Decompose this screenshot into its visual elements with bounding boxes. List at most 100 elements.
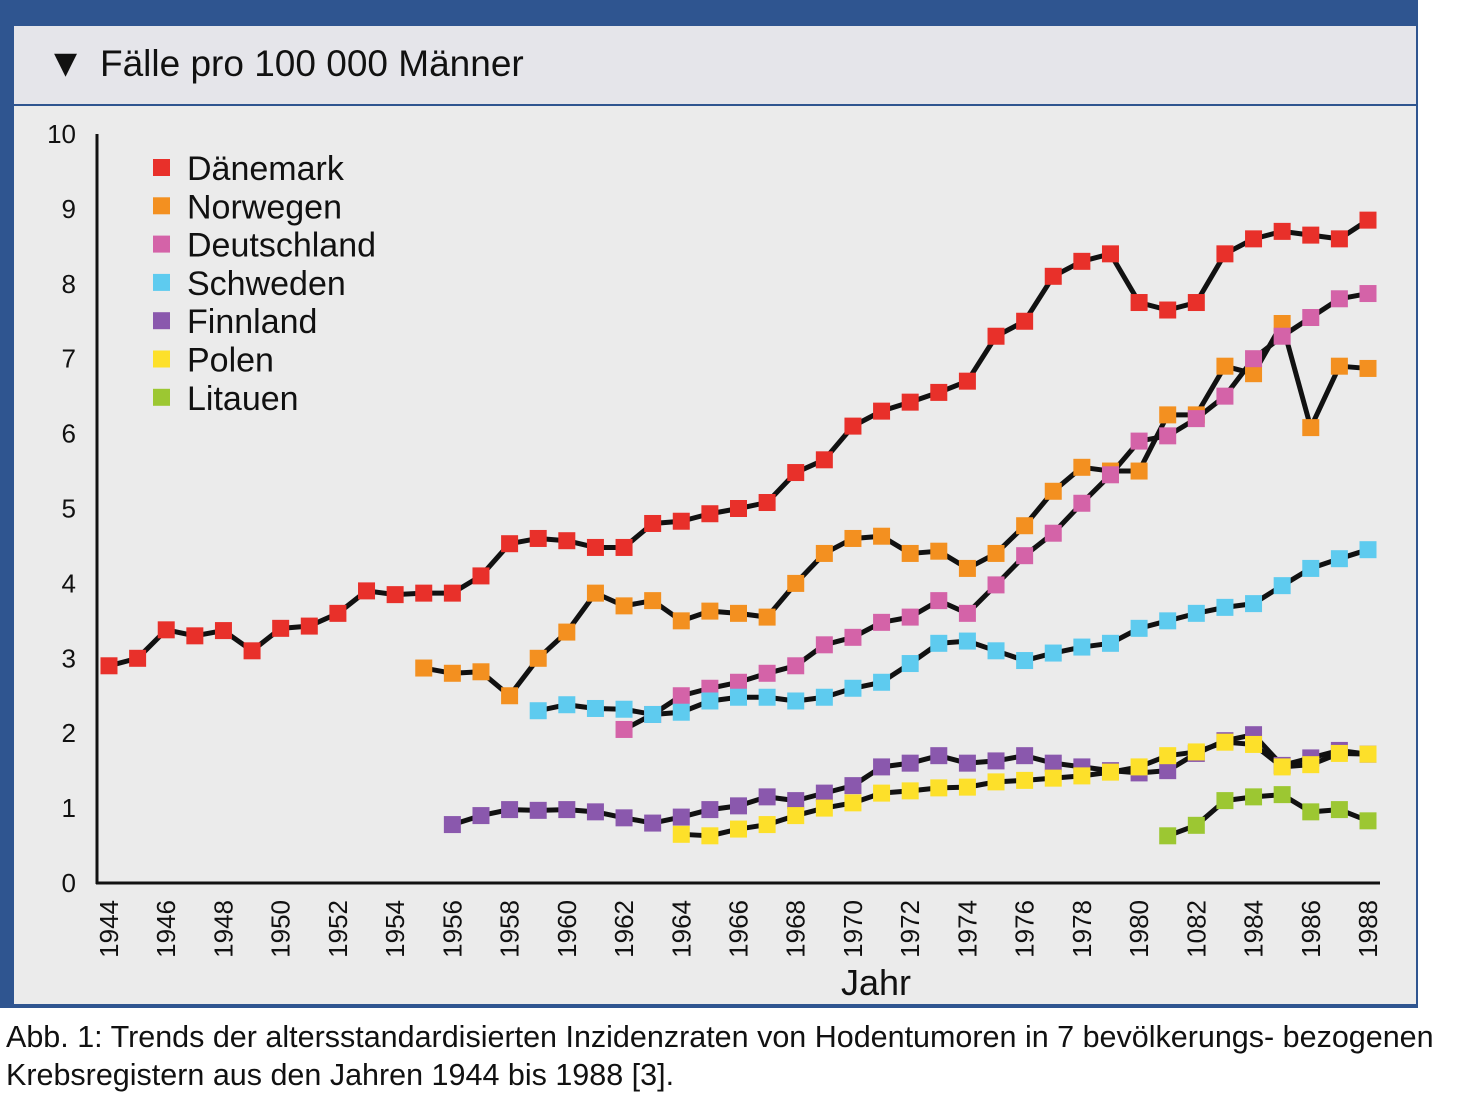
data-point	[930, 747, 948, 765]
legend-label: Schweden	[187, 265, 346, 303]
data-point	[873, 784, 891, 802]
data-point	[1159, 747, 1177, 765]
data-point	[243, 642, 261, 660]
data-point	[415, 659, 433, 677]
data-point	[644, 705, 662, 723]
data-point	[1073, 252, 1091, 270]
data-point	[758, 688, 776, 706]
data-point	[701, 602, 719, 620]
x-tick-label: 1960	[552, 900, 582, 958]
data-point	[644, 814, 662, 832]
data-point	[1130, 294, 1148, 312]
data-point	[329, 604, 347, 622]
data-point	[1159, 612, 1177, 630]
data-point	[100, 657, 118, 675]
data-point	[472, 807, 490, 825]
data-point	[558, 623, 576, 641]
data-point	[615, 538, 633, 556]
data-point	[386, 586, 404, 604]
data-point	[586, 803, 604, 821]
data-point	[1016, 771, 1034, 789]
data-point	[1159, 406, 1177, 424]
data-point	[1073, 458, 1091, 476]
data-point	[758, 494, 776, 512]
data-point	[815, 451, 833, 469]
data-point	[930, 383, 948, 401]
data-point	[873, 613, 891, 631]
data-point	[1302, 803, 1320, 821]
data-point	[1130, 432, 1148, 450]
y-tick-label: 0	[62, 868, 76, 898]
data-point	[987, 642, 1005, 660]
data-point	[672, 612, 690, 630]
data-point	[873, 402, 891, 420]
data-point	[958, 754, 976, 772]
series-points	[100, 211, 1377, 845]
data-point	[901, 393, 919, 411]
y-tick-label: 2	[62, 718, 76, 748]
data-point	[1245, 350, 1263, 368]
data-point	[758, 608, 776, 626]
data-point	[1273, 758, 1291, 776]
data-point	[1016, 652, 1034, 670]
data-point	[1187, 410, 1205, 428]
data-point	[1016, 312, 1034, 330]
legend-label: Deutschland	[187, 227, 376, 265]
legend-swatch	[153, 235, 170, 253]
data-point	[1302, 559, 1320, 577]
y-tick-label: 3	[62, 643, 76, 673]
data-point	[958, 559, 976, 577]
data-point	[701, 801, 719, 819]
data-point	[1330, 290, 1348, 308]
data-point	[672, 808, 690, 826]
data-point	[844, 777, 862, 795]
data-point	[787, 464, 805, 482]
data-point	[1273, 327, 1291, 345]
data-point	[1187, 743, 1205, 761]
data-point	[701, 505, 719, 523]
data-point	[214, 622, 232, 640]
figure-frame: ▼ Fälle pro 100 000 Männer 0 1 2 3 4 5 6 7 8 9 10 …	[0, 0, 1418, 1008]
data-point	[1245, 788, 1263, 806]
data-point	[672, 703, 690, 721]
data-point	[787, 657, 805, 675]
data-point	[901, 782, 919, 800]
data-point	[730, 797, 747, 815]
data-point	[672, 687, 690, 705]
x-tick-label: 1948	[208, 900, 238, 958]
data-point	[701, 692, 719, 710]
y-tick-label: 8	[62, 269, 76, 299]
data-point	[529, 649, 547, 667]
data-point	[815, 799, 833, 817]
x-tick-label: 1970	[838, 900, 868, 958]
y-tick-label: 1	[62, 793, 76, 823]
data-point	[815, 636, 833, 654]
figure-caption: Abb. 1: Trends der altersstandardisierte…	[6, 1020, 1434, 1092]
data-point	[987, 327, 1005, 345]
legend-swatch	[153, 159, 170, 176]
data-point	[1273, 222, 1291, 240]
legend-swatch	[153, 197, 170, 215]
data-point	[815, 688, 833, 706]
data-point	[873, 758, 891, 776]
data-point	[1302, 226, 1320, 244]
data-point	[501, 535, 519, 553]
x-tick-label: 1964	[666, 900, 696, 958]
data-point	[787, 807, 805, 825]
data-point	[558, 532, 576, 550]
data-point	[501, 687, 519, 705]
data-point	[1159, 301, 1177, 319]
x-tick-label: 1966	[724, 900, 754, 958]
data-point	[844, 794, 862, 812]
y-tick-label: 6	[62, 419, 76, 449]
x-axis-title: Jahr	[841, 962, 911, 1003]
data-point	[1187, 294, 1205, 312]
data-point	[1273, 786, 1291, 804]
data-point	[730, 673, 747, 691]
x-tick-label: 1956	[437, 900, 467, 958]
data-point	[1330, 550, 1348, 568]
x-tick-label: 1980	[1124, 900, 1154, 958]
data-point	[787, 574, 805, 592]
data-point	[672, 512, 690, 530]
data-point	[1044, 524, 1062, 542]
